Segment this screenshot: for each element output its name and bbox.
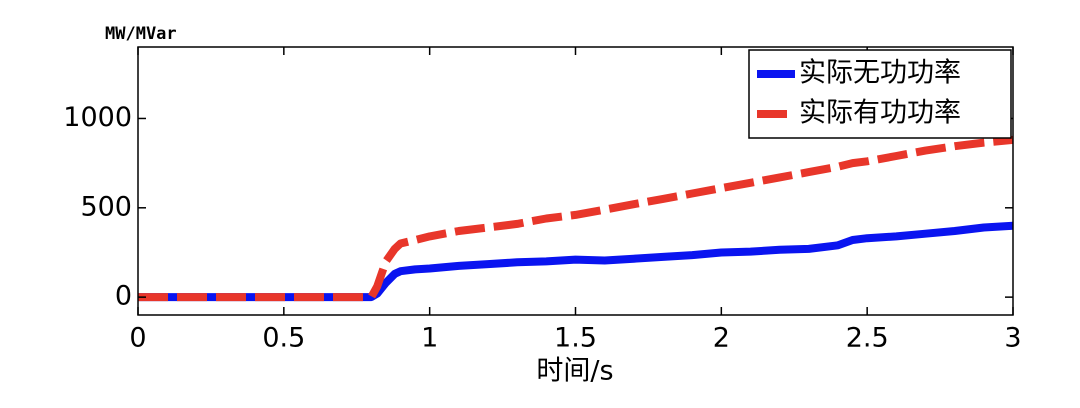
legend-label: 实际有功功率 xyxy=(799,98,961,129)
series-line xyxy=(138,221,1014,302)
x-tick-label: 0.5 xyxy=(262,323,305,354)
y-tick-label: 1000 xyxy=(63,102,132,133)
y-tick-label: 0 xyxy=(115,281,132,312)
x-tick-label: 1 xyxy=(421,323,438,354)
x-tick-label: 1.5 xyxy=(554,323,597,354)
x-axis-label: 时间/s xyxy=(536,356,613,387)
x-tick-label: 0 xyxy=(129,323,146,354)
series-line xyxy=(138,135,1014,302)
y-axis-label: MW/MVar xyxy=(105,24,177,44)
x-tick-label: 2 xyxy=(713,323,730,354)
legend-box xyxy=(748,49,1012,139)
legend-label: 实际无功功率 xyxy=(799,58,961,89)
x-tick-label: 2.5 xyxy=(846,323,889,354)
y-tick-label: 500 xyxy=(80,191,132,222)
x-tick-label: 3 xyxy=(1004,323,1021,354)
